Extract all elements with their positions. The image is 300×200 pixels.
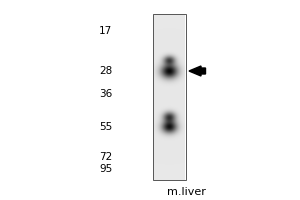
Bar	[153, 14, 186, 180]
Text: 95: 95	[99, 164, 112, 174]
Text: 36: 36	[99, 89, 112, 99]
Text: m.liver: m.liver	[167, 187, 206, 197]
Bar	[153, 14, 186, 180]
Text: 28: 28	[99, 66, 112, 76]
FancyArrow shape	[189, 66, 206, 76]
Text: 55: 55	[99, 122, 112, 132]
Text: 72: 72	[99, 152, 112, 162]
Text: 17: 17	[99, 26, 112, 36]
